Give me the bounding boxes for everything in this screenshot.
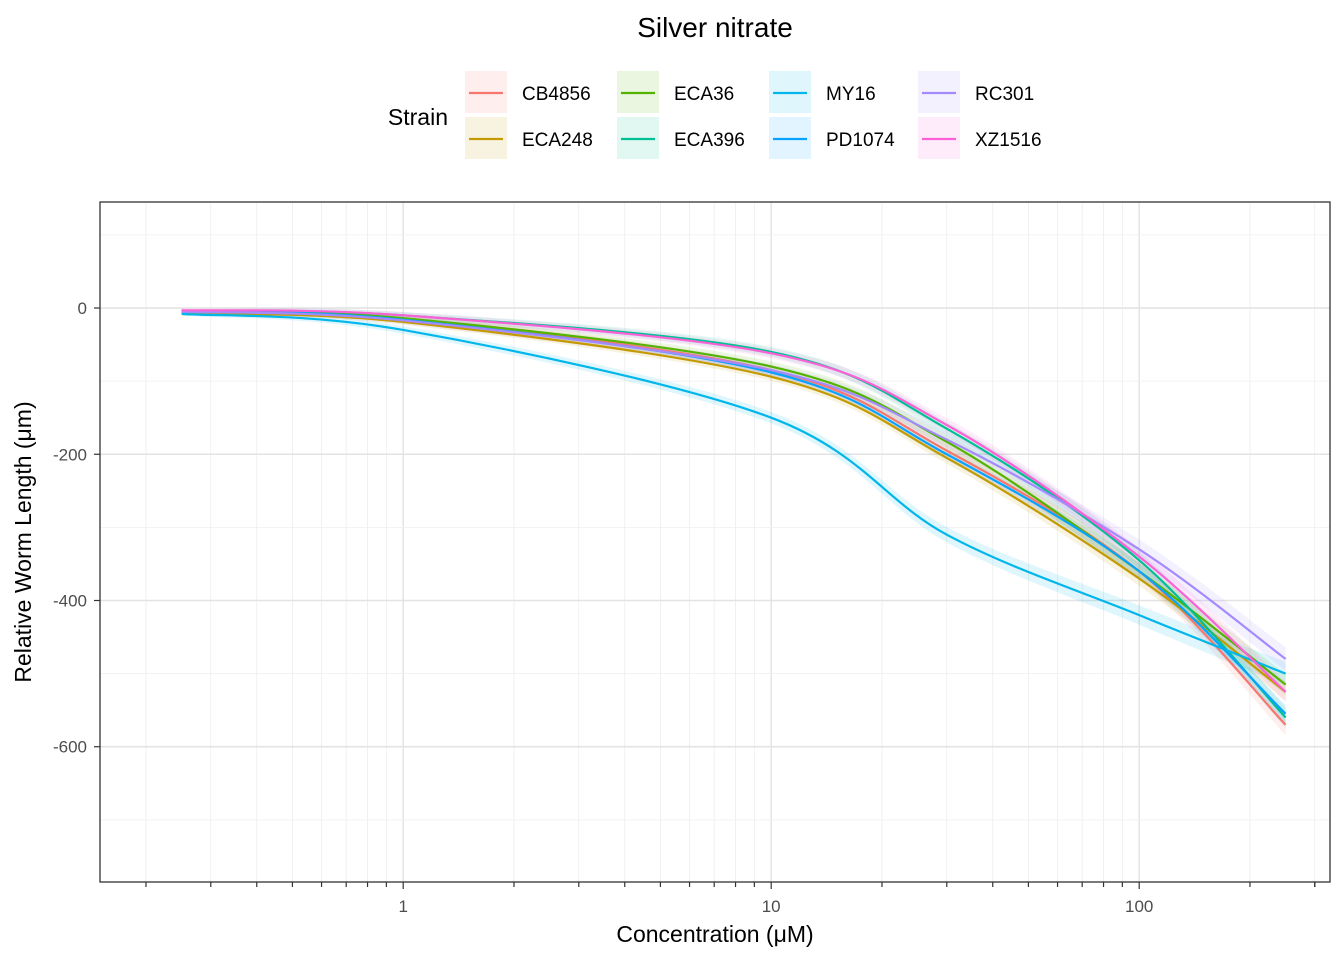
confidence-bands bbox=[181, 308, 1286, 736]
legend-label-my16: MY16 bbox=[826, 84, 876, 105]
chart-title: Silver nitrate bbox=[637, 12, 793, 43]
legend-item-cb4856: CB4856 bbox=[465, 71, 591, 113]
legend-label-pd1074: PD1074 bbox=[826, 130, 895, 151]
x-tick-label: 100 bbox=[1125, 897, 1153, 916]
y-axis-title: Relative Worm Length (μm) bbox=[10, 401, 36, 682]
band-pd1074 bbox=[181, 310, 1286, 723]
legend-item-xz1516: XZ1516 bbox=[918, 117, 1042, 159]
legend-item-eca396: ECA396 bbox=[617, 117, 745, 159]
legend-item-rc301: RC301 bbox=[918, 71, 1034, 113]
grid bbox=[100, 202, 1330, 882]
y-tick-label: -600 bbox=[53, 738, 87, 757]
legend-label-eca396: ECA396 bbox=[674, 130, 745, 151]
legend-label-eca36: ECA36 bbox=[674, 84, 734, 105]
legend: Strain CB4856 ECA248 ECA36 ECA396 MY16 PD1074… bbox=[388, 71, 1042, 159]
y-tick-label: -400 bbox=[53, 591, 87, 610]
legend-item-eca248: ECA248 bbox=[465, 117, 593, 159]
series-line-eca248 bbox=[181, 312, 1287, 693]
plot-border bbox=[99, 201, 1331, 883]
x-axis-title: Concentration (μM) bbox=[616, 921, 813, 947]
legend-entries: CB4856 ECA248 ECA36 ECA396 MY16 PD1074 RC301 XZ… bbox=[465, 71, 1042, 159]
legend-label-xz1516: XZ1516 bbox=[975, 130, 1042, 151]
legend-title: Strain bbox=[388, 104, 448, 130]
band-xz1516 bbox=[181, 308, 1286, 703]
y-tick-label: -200 bbox=[53, 445, 87, 464]
axes: 1 10 100 0 -200 -400 -600 bbox=[53, 299, 1316, 916]
x-tick-label: 1 bbox=[398, 897, 407, 916]
legend-item-my16: MY16 bbox=[769, 71, 876, 113]
x-tick-label: 10 bbox=[762, 897, 781, 916]
legend-label-eca248: ECA248 bbox=[522, 130, 593, 151]
legend-item-pd1074: PD1074 bbox=[769, 117, 895, 159]
band-cb4856 bbox=[181, 309, 1286, 736]
plot-background bbox=[100, 202, 1330, 882]
series-line-rc301 bbox=[181, 310, 1287, 660]
legend-item-eca36: ECA36 bbox=[617, 71, 734, 113]
legend-label-rc301: RC301 bbox=[975, 84, 1034, 105]
plot-panel bbox=[99, 201, 1331, 883]
legend-label-cb4856: CB4856 bbox=[522, 84, 591, 105]
series-line-my16 bbox=[181, 312, 1287, 675]
series-lines bbox=[181, 309, 1287, 726]
y-tick-label: 0 bbox=[78, 299, 87, 318]
series-line-xz1516 bbox=[181, 309, 1287, 693]
